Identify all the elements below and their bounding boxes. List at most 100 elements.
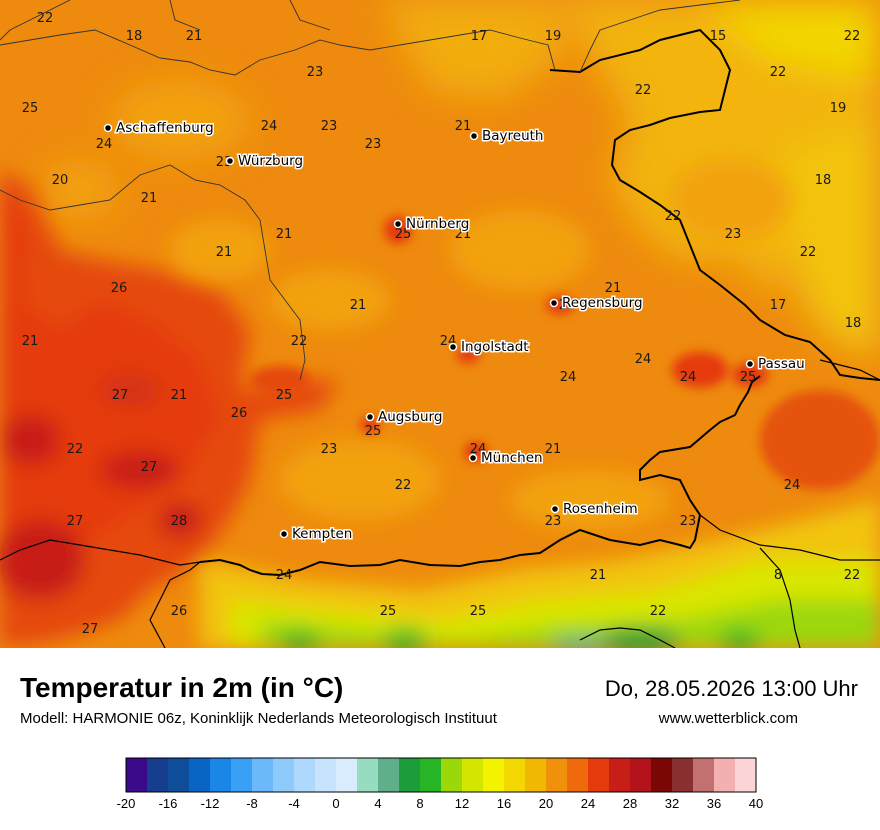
city-augsburg[interactable]: Augsburg	[365, 408, 444, 427]
city-markers: Aschaffenburg Würzburg Bayreuth Nürnberg Reg…	[103, 119, 806, 544]
legend-tick-label: 8	[416, 796, 423, 811]
city-dot	[550, 504, 560, 514]
temperature-value: 24	[680, 370, 697, 385]
legend-swatch	[147, 758, 169, 792]
temperature-value: 19	[830, 101, 847, 116]
city-name: Würzburg	[238, 153, 303, 169]
city-bayreuth[interactable]: Bayreuth	[469, 127, 545, 146]
temperature-value: 21	[186, 29, 203, 44]
legend-swatch	[399, 758, 421, 792]
city-name: Ingolstadt	[461, 339, 529, 355]
temperature-value: 23	[307, 65, 324, 80]
temperature-value: 21	[22, 334, 39, 349]
legend-swatch	[420, 758, 442, 792]
temperature-value: 26	[231, 406, 248, 421]
temperature-value: 19	[545, 29, 562, 44]
temperature-value: 8	[774, 568, 782, 583]
legend-swatch	[504, 758, 526, 792]
legend-swatch	[609, 758, 631, 792]
temperature-value: 24	[276, 568, 293, 583]
temperature-value: 17	[770, 298, 787, 313]
temperature-value: 22	[67, 442, 84, 457]
temperature-value: 23	[365, 137, 382, 152]
legend-swatch	[567, 758, 589, 792]
legend-tick-label: -12	[201, 796, 220, 811]
legend-tick-label: 24	[581, 796, 595, 811]
temperature-value: 22	[635, 83, 652, 98]
temperature-value: 22	[291, 334, 308, 349]
temperature-value: 27	[67, 514, 84, 529]
legend-swatch	[483, 758, 505, 792]
legend-swatch	[336, 758, 358, 792]
city-dot	[469, 131, 479, 141]
legend-tick-label: 28	[623, 796, 637, 811]
city-ingolstadt[interactable]: Ingolstadt	[448, 338, 530, 357]
temperature-value: 26	[171, 604, 188, 619]
legend-tick-label: -8	[246, 796, 258, 811]
warm-patches-east	[250, 216, 880, 490]
city-name: Bayreuth	[482, 128, 544, 144]
city-rosenheim[interactable]: Rosenheim	[550, 500, 639, 519]
legend-swatch	[651, 758, 673, 792]
city-dot	[279, 529, 289, 539]
city-dot	[225, 156, 235, 166]
legend-swatch	[315, 758, 337, 792]
temperature-map[interactable]: 22 18 21 17 19 15 22 23 22 22 25 19 24 23 21 24 23 23 20 18…	[0, 0, 880, 648]
legend-swatch	[252, 758, 274, 792]
legend-swatch	[462, 758, 484, 792]
city-name: Kempten	[292, 526, 352, 542]
temperature-value: 28	[171, 514, 188, 529]
temperature-value: 22	[650, 604, 667, 619]
temperature-value: 15	[710, 29, 727, 44]
temperature-value: 23	[321, 119, 338, 134]
legend-swatch	[588, 758, 610, 792]
city-wuerzburg[interactable]: Würzburg	[225, 152, 305, 171]
legend-swatch	[714, 758, 736, 792]
legend-tick-label: 20	[539, 796, 553, 811]
city-regensburg[interactable]: Regensburg	[549, 294, 644, 313]
legend-swatch	[630, 758, 652, 792]
temperature-value: 22	[844, 568, 861, 583]
city-passau[interactable]: Passau	[745, 355, 806, 374]
temperature-value: 17	[471, 29, 488, 44]
temperature-value: 24	[560, 370, 577, 385]
mid-bands	[170, 160, 790, 530]
legend-swatch	[126, 758, 148, 792]
legend-tick-label: 4	[374, 796, 381, 811]
city-muenchen[interactable]: München	[468, 449, 544, 468]
legend-tick-label: 16	[497, 796, 511, 811]
legend-tick-label: 32	[665, 796, 679, 811]
city-name: München	[481, 450, 543, 466]
city-name: Passau	[758, 356, 805, 372]
legend-tick-label: -16	[159, 796, 178, 811]
city-dot	[103, 123, 113, 133]
city-nuernberg[interactable]: Nürnberg	[393, 215, 471, 234]
temperature-value: 21	[455, 119, 472, 134]
footer: Temperatur in 2m (in °C) Modell: HARMONI…	[0, 648, 880, 830]
temperature-value: 21	[276, 227, 293, 242]
website-link[interactable]: www.wetterblick.com	[658, 710, 798, 727]
temperature-value: 27	[82, 622, 99, 637]
city-aschaffenburg[interactable]: Aschaffenburg	[103, 119, 215, 138]
map-title: Temperatur in 2m (in °C)	[20, 672, 344, 703]
map-subtitle: Modell: HARMONIE 06z, Koninklijk Nederla…	[20, 710, 497, 727]
temperature-value: 23	[321, 442, 338, 457]
city-dot	[549, 298, 559, 308]
legend-swatch	[231, 758, 253, 792]
temperature-value: 25	[22, 101, 39, 116]
legend-swatch	[441, 758, 463, 792]
legend-tick-label: -4	[288, 796, 300, 811]
temperature-value: 21	[605, 281, 622, 296]
legend-tick-label: 0	[332, 796, 339, 811]
temperature-value: 23	[680, 514, 697, 529]
temperature-value: 25	[365, 424, 382, 439]
city-dot	[393, 219, 403, 229]
city-name: Aschaffenburg	[116, 120, 214, 136]
temperature-value: 21	[590, 568, 607, 583]
temperature-value: 23	[545, 514, 562, 529]
legend-swatch	[294, 758, 316, 792]
state-borders	[0, 0, 741, 381]
legend-swatch	[189, 758, 211, 792]
city-name: Regensburg	[562, 295, 643, 311]
city-kempten[interactable]: Kempten	[279, 525, 354, 544]
